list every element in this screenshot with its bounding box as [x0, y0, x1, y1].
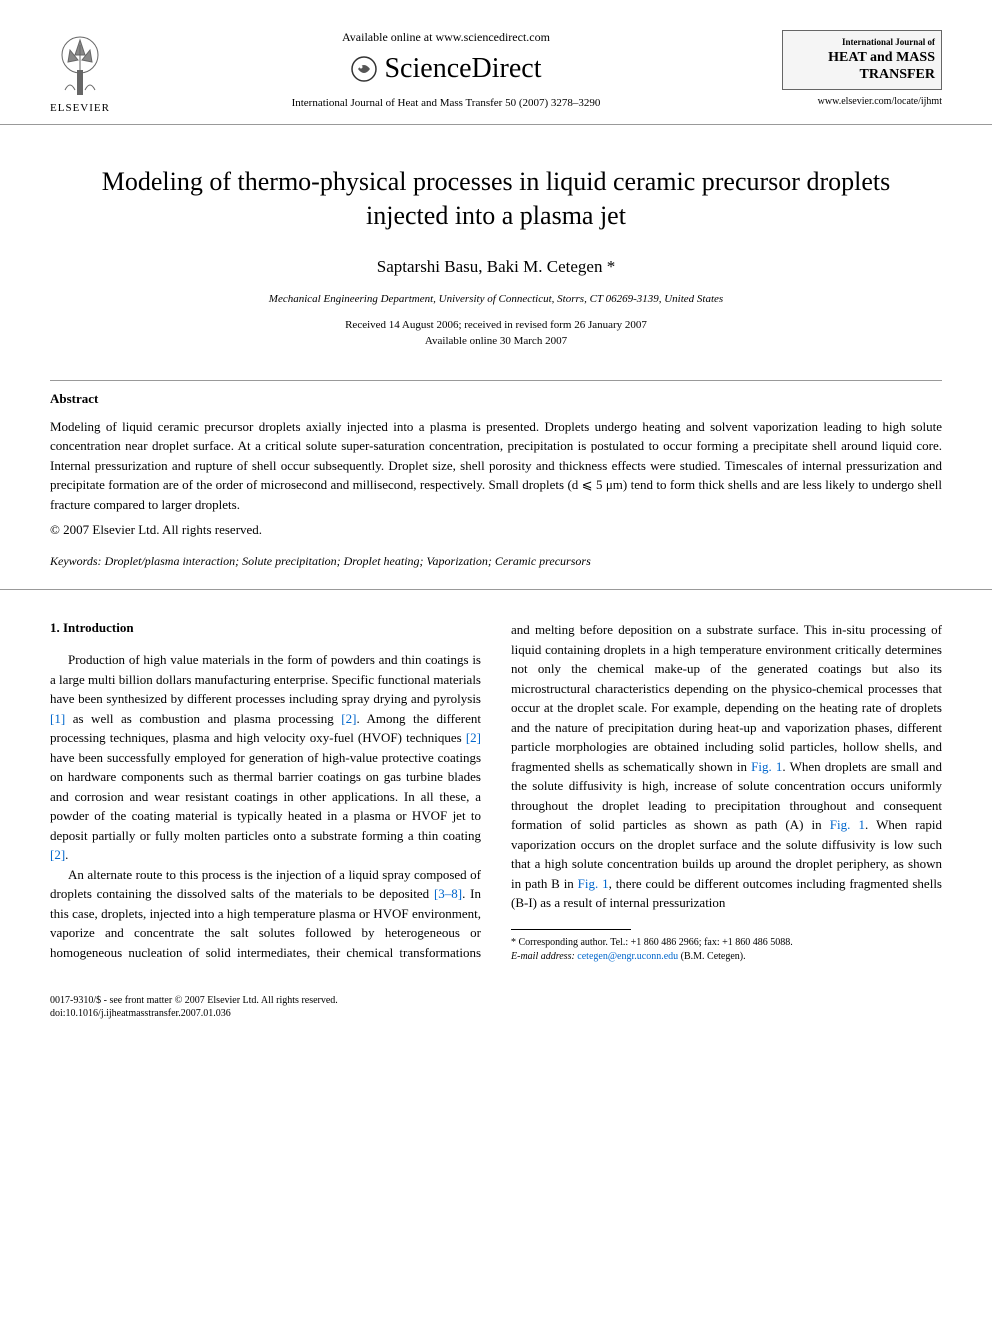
elsevier-label: ELSEVIER — [50, 102, 110, 114]
page-footer: 0017-9310/$ - see front matter © 2007 El… — [0, 984, 992, 1050]
journal-url: www.elsevier.com/locate/ijhmt — [782, 96, 942, 107]
footer-line-1: 0017-9310/$ - see front matter © 2007 El… — [50, 994, 942, 1007]
journal-logo-name: HEAT and MASS TRANSFER — [789, 50, 935, 84]
footer-doi: doi:10.1016/j.ijheatmasstransfer.2007.01… — [50, 1007, 942, 1020]
journal-logo-box: International Journal of HEAT and MASS T… — [782, 30, 942, 107]
fig-link-1c[interactable]: Fig. 1 — [578, 876, 609, 891]
email-link[interactable]: cetegen@engr.uconn.edu — [577, 951, 678, 962]
email-line: E-mail address: cetegen@engr.uconn.edu (… — [511, 950, 942, 964]
abstract-heading: Abstract — [50, 391, 942, 407]
footnote-separator — [511, 929, 631, 930]
center-header: Available online at www.sciencedirect.co… — [110, 30, 782, 109]
sciencedirect-logo: ScienceDirect — [350, 53, 541, 85]
article-dates: Received 14 August 2006; received in rev… — [80, 317, 912, 350]
intro-paragraph-1: Production of high value materials in th… — [50, 650, 481, 865]
authors: Saptarshi Basu, Baki M. Cetegen * — [80, 257, 912, 277]
available-date: Available online 30 March 2007 — [80, 333, 912, 350]
corresponding-author-footnote: * Corresponding author. Tel.: +1 860 486… — [511, 936, 942, 964]
fig-link-1b[interactable]: Fig. 1 — [830, 817, 865, 832]
ref-link-2b[interactable]: [2] — [466, 730, 481, 745]
available-online-text: Available online at www.sciencedirect.co… — [130, 30, 762, 45]
intro-heading: 1. Introduction — [50, 620, 481, 636]
affiliation: Mechanical Engineering Department, Unive… — [80, 293, 912, 305]
corresponding-text: * Corresponding author. Tel.: +1 860 486… — [511, 936, 942, 950]
ref-link-2c[interactable]: [2] — [50, 847, 65, 862]
elsevier-tree-icon — [50, 30, 110, 100]
body-section: 1. Introduction Production of high value… — [0, 590, 992, 984]
received-date: Received 14 August 2006; received in rev… — [80, 317, 912, 334]
copyright: © 2007 Elsevier Ltd. All rights reserved… — [50, 522, 942, 538]
sciencedirect-icon — [350, 55, 378, 83]
journal-logo-main: International Journal of HEAT and MASS T… — [782, 30, 942, 90]
ref-link-3-8[interactable]: [3–8] — [434, 886, 462, 901]
sciencedirect-text: ScienceDirect — [384, 53, 541, 85]
abstract-section: Abstract Modeling of liquid ceramic prec… — [0, 381, 992, 591]
ref-link-2[interactable]: [2] — [341, 711, 356, 726]
ref-link-1[interactable]: [1] — [50, 711, 65, 726]
elsevier-logo: ELSEVIER — [50, 30, 110, 114]
journal-citation: International Journal of Heat and Mass T… — [130, 97, 762, 109]
fig-link-1a[interactable]: Fig. 1 — [751, 759, 782, 774]
keywords-text: Droplet/plasma interaction; Solute preci… — [102, 554, 591, 568]
keywords-label: Keywords: — [50, 554, 102, 568]
page-header: ELSEVIER Available online at www.science… — [0, 0, 992, 125]
abstract-text: Modeling of liquid ceramic precursor dro… — [50, 417, 942, 515]
email-suffix: (B.M. Cetegen). — [678, 951, 746, 962]
keywords: Keywords: Droplet/plasma interaction; So… — [50, 554, 942, 569]
article-title: Modeling of thermo-physical processes in… — [80, 165, 912, 233]
article-header: Modeling of thermo-physical processes in… — [0, 125, 992, 380]
email-label: E-mail address: — [511, 951, 577, 962]
journal-logo-top: International Journal of — [789, 37, 935, 48]
